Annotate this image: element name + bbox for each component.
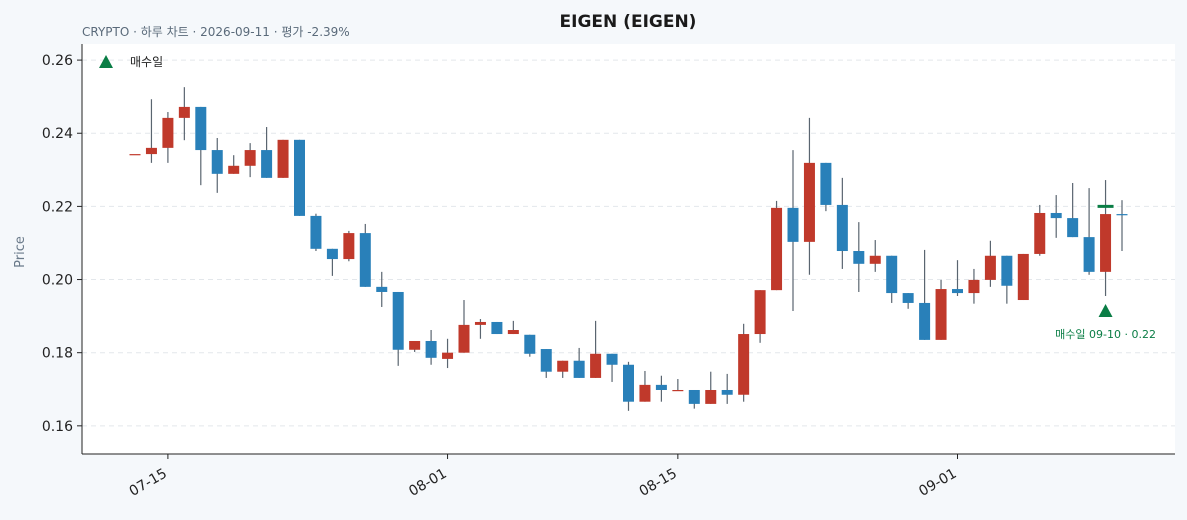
y-tick-label: 0.22 bbox=[42, 199, 73, 215]
candle-body bbox=[211, 150, 223, 174]
candle-body bbox=[359, 233, 371, 287]
buy-marker-label: 매수일 09-10 · 0.22 bbox=[1055, 327, 1156, 341]
candle-body bbox=[425, 340, 437, 358]
candle-body bbox=[771, 207, 783, 291]
candle-body bbox=[376, 286, 388, 292]
candle-body bbox=[803, 162, 815, 242]
candle-body bbox=[688, 389, 700, 404]
candle-body bbox=[409, 340, 421, 350]
candle-body bbox=[294, 139, 305, 216]
candle-body bbox=[228, 165, 240, 174]
candle-body bbox=[639, 384, 651, 402]
candle-body bbox=[738, 334, 750, 395]
x-tick-label: 07-15 bbox=[127, 466, 170, 500]
candle-body bbox=[1017, 253, 1029, 301]
legend-label: 매수일 bbox=[130, 55, 163, 69]
candle-body bbox=[277, 139, 289, 178]
candle-body bbox=[573, 360, 585, 378]
candle-body bbox=[1116, 214, 1128, 216]
candle-body bbox=[524, 334, 536, 354]
y-tick-label: 0.16 bbox=[42, 419, 73, 435]
candle-body bbox=[836, 204, 848, 252]
candle-body bbox=[129, 154, 141, 156]
y-tick-label: 0.18 bbox=[42, 346, 73, 362]
candle-body bbox=[754, 290, 766, 335]
candle-body bbox=[590, 353, 602, 378]
candle-body bbox=[178, 106, 190, 118]
chart-subtitle: CRYPTO · 하루 차트 · 2026-09-11 · 평가 -2.39% bbox=[82, 25, 350, 39]
candle-body bbox=[162, 117, 174, 148]
candle-body bbox=[886, 255, 898, 294]
candle-body bbox=[458, 324, 470, 353]
candle-body bbox=[919, 302, 931, 340]
candle-body bbox=[721, 389, 733, 395]
candle-body bbox=[145, 147, 157, 155]
candle-body bbox=[705, 389, 717, 404]
candle-body bbox=[1001, 255, 1013, 286]
candle-body bbox=[326, 248, 338, 260]
candle-body bbox=[968, 279, 980, 294]
candle-body bbox=[343, 233, 355, 260]
candle-body bbox=[557, 360, 569, 372]
y-tick-label: 0.24 bbox=[42, 126, 73, 142]
candle-body bbox=[1083, 237, 1095, 272]
chart-title: EIGEN (EIGEN) bbox=[560, 12, 697, 32]
candle-body bbox=[244, 150, 256, 166]
candle-body bbox=[853, 251, 865, 264]
candle-body bbox=[869, 255, 881, 264]
candle-body bbox=[261, 150, 273, 178]
candle-body bbox=[902, 293, 914, 303]
candle-body bbox=[1100, 214, 1112, 272]
candle-body bbox=[392, 291, 404, 350]
candle-body bbox=[507, 330, 519, 335]
candle-body bbox=[540, 349, 552, 372]
candle-body bbox=[474, 321, 486, 325]
candle-body bbox=[606, 353, 618, 365]
candle-body bbox=[1050, 212, 1062, 219]
candle-body bbox=[672, 389, 684, 392]
y-tick-label: 0.20 bbox=[42, 273, 73, 289]
y-tick-label: 0.26 bbox=[42, 53, 73, 69]
x-tick-label: 08-01 bbox=[406, 466, 449, 500]
candle-body bbox=[935, 289, 947, 340]
candle-body bbox=[195, 106, 207, 151]
candle-body bbox=[820, 162, 832, 205]
candle-body bbox=[1067, 218, 1079, 238]
legend-marker bbox=[99, 55, 113, 68]
candle-body bbox=[952, 289, 963, 294]
x-tick-label: 08-15 bbox=[637, 466, 680, 500]
candle-body bbox=[623, 364, 634, 402]
y-axis-label: Price bbox=[13, 236, 28, 268]
candle-body bbox=[442, 352, 454, 359]
candle-body bbox=[655, 384, 667, 390]
candle-body bbox=[984, 255, 996, 280]
x-tick-label: 09-01 bbox=[916, 466, 959, 500]
candle-body bbox=[310, 215, 322, 249]
candle-body bbox=[491, 321, 503, 335]
candle-body bbox=[787, 207, 799, 242]
buy-marker bbox=[1098, 303, 1113, 317]
candle-body bbox=[1034, 212, 1046, 254]
